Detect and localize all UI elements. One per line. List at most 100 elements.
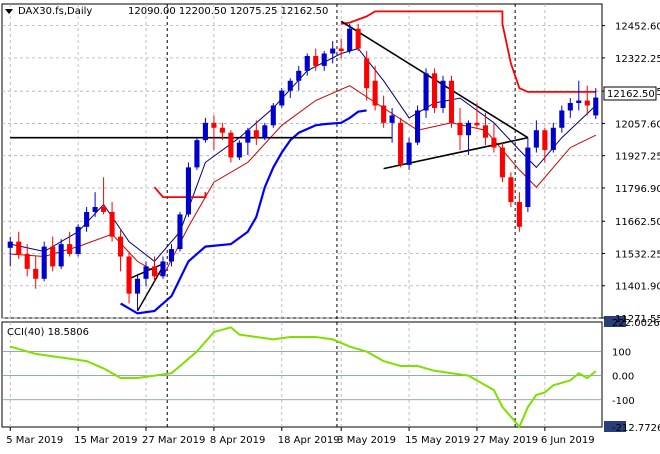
grid-layer	[2, 4, 602, 427]
candle-body	[304, 55, 310, 71]
x-tick-label: 27 May 2019	[473, 435, 538, 446]
candle-body	[211, 122, 217, 128]
candle-body	[499, 147, 505, 178]
candle	[118, 229, 124, 272]
ma-slow-line	[10, 85, 597, 277]
candle	[584, 85, 590, 116]
candle	[550, 122, 556, 153]
candles-layer	[7, 23, 599, 311]
candle-body	[423, 73, 429, 111]
candle	[431, 68, 438, 113]
candle	[92, 192, 98, 217]
candle	[219, 122, 225, 141]
candle-body	[474, 122, 480, 126]
candle-body	[7, 241, 13, 248]
candle	[415, 105, 421, 146]
candle	[75, 224, 81, 257]
candle-body	[364, 58, 370, 89]
y-tick-label: 11532.25	[615, 249, 660, 260]
x-tick-label: 5 Mar 2019	[6, 435, 63, 446]
candle	[126, 251, 132, 304]
candle	[41, 241, 47, 282]
candle	[525, 137, 531, 212]
wedge-lower-line	[136, 266, 164, 312]
candle-body	[296, 70, 302, 81]
y-tick-label: 11927.25	[615, 152, 660, 163]
candle	[372, 65, 378, 111]
candle-body	[406, 142, 412, 165]
candle-body	[542, 130, 548, 151]
candle	[16, 231, 22, 259]
candle-body	[245, 130, 251, 143]
candle-body	[567, 103, 573, 111]
candle	[304, 53, 310, 76]
candle-body	[262, 125, 268, 138]
candle-body	[160, 261, 166, 277]
candle-body	[457, 122, 463, 136]
candle	[101, 177, 107, 215]
candle	[482, 112, 488, 146]
candle	[109, 202, 115, 242]
candle	[50, 236, 56, 272]
candle-body	[389, 115, 395, 123]
candle	[559, 105, 565, 133]
candle-body	[321, 53, 327, 66]
candle-body	[279, 90, 285, 106]
candle	[355, 23, 361, 52]
candle-body	[372, 80, 378, 106]
ohlc-values: 12090.00 12200.50 12075.25 12162.50	[128, 6, 328, 17]
candle-body	[16, 241, 22, 255]
candle	[389, 107, 395, 143]
x-tick-label: 18 Apr 2019	[278, 435, 340, 446]
candle-body	[355, 28, 361, 49]
candle-body	[134, 278, 141, 294]
candle	[576, 80, 582, 111]
candle-body	[440, 80, 446, 108]
candle-body	[508, 177, 514, 203]
cci-layer	[2, 316, 626, 432]
candle-body	[101, 206, 107, 212]
candle-body	[236, 142, 242, 158]
candle	[542, 127, 548, 163]
support-band-line	[120, 109, 367, 315]
candle-body	[202, 122, 208, 141]
candle-body	[576, 100, 582, 104]
candle	[67, 231, 73, 257]
candle	[313, 48, 319, 71]
candle-body	[431, 73, 438, 108]
candle	[440, 75, 446, 113]
candle	[194, 137, 200, 170]
candle-body	[33, 268, 39, 279]
candle-body	[126, 256, 132, 294]
candle	[533, 120, 539, 153]
candle	[58, 239, 64, 269]
candle	[84, 206, 90, 232]
candle-body	[330, 48, 336, 54]
candle-body	[491, 137, 497, 148]
candle	[398, 117, 404, 168]
candle	[168, 244, 175, 267]
candle	[330, 41, 336, 64]
indicator-lines-layer	[10, 10, 597, 315]
candle-body	[313, 55, 319, 66]
candle-body	[593, 97, 599, 116]
candle-body	[58, 244, 64, 267]
candle	[160, 256, 166, 279]
y-tick-label: 12452.60	[615, 22, 660, 33]
candle	[270, 103, 276, 128]
candle	[508, 172, 514, 207]
cci-extreme-badge	[604, 316, 626, 327]
candle	[338, 38, 344, 59]
candle-body	[448, 80, 455, 123]
candle-body	[584, 100, 590, 106]
cci-panel-frame	[1, 321, 603, 428]
candle	[185, 162, 191, 217]
candle-body	[75, 226, 81, 255]
candle	[245, 127, 251, 156]
candle-body	[118, 236, 124, 257]
candle	[262, 122, 268, 141]
candle-body	[41, 246, 47, 279]
candle-body	[143, 266, 149, 279]
dropdown-arrow-icon[interactable]	[5, 9, 13, 14]
